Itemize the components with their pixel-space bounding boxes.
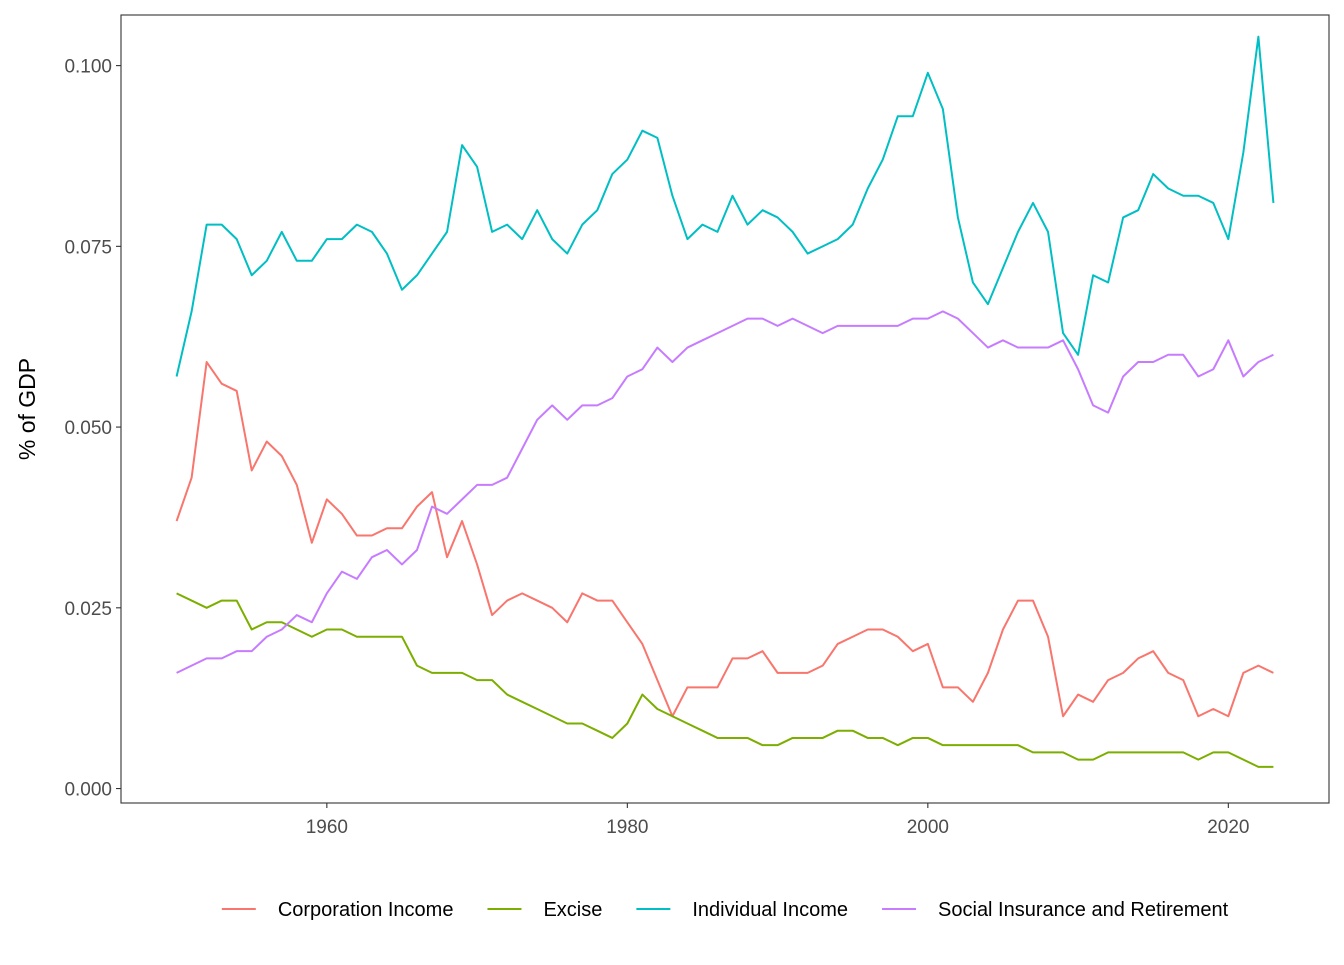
x-tick-label: 1960 — [306, 817, 348, 838]
series-line-social-insurance-and-retirement — [176, 310, 1274, 674]
series-line-excise — [176, 592, 1274, 768]
series-line-individual-income — [175, 35, 1275, 377]
legend-label: Excise — [543, 899, 602, 921]
x-axis: 1960 1980 2000 2020 — [306, 803, 1249, 838]
plot-panel-border — [120, 14, 1330, 804]
series-layer — [175, 35, 1275, 768]
series-line-corporation-income — [175, 361, 1274, 718]
legend-label: Corporation Income — [278, 899, 454, 921]
x-tick-label: 1980 — [606, 817, 648, 838]
legend-label: Individual Income — [692, 899, 848, 921]
y-axis: 0.000 0.025 0.050 0.075 0.100 — [64, 57, 121, 801]
y-tick-label: 0.000 — [64, 780, 112, 801]
x-tick-label: 2020 — [1207, 817, 1249, 838]
legend: Corporation Income Excise Individual Incom… — [221, 899, 1229, 921]
x-tick-label: 2000 — [907, 817, 949, 838]
y-axis-title: % of GDP — [14, 358, 40, 460]
legend-label: Social Insurance and Retirement — [938, 899, 1229, 921]
y-tick-label: 0.025 — [64, 599, 112, 620]
y-tick-label: 0.075 — [64, 237, 112, 258]
y-tick-label: 0.100 — [64, 57, 112, 78]
y-tick-label: 0.050 — [64, 418, 112, 439]
